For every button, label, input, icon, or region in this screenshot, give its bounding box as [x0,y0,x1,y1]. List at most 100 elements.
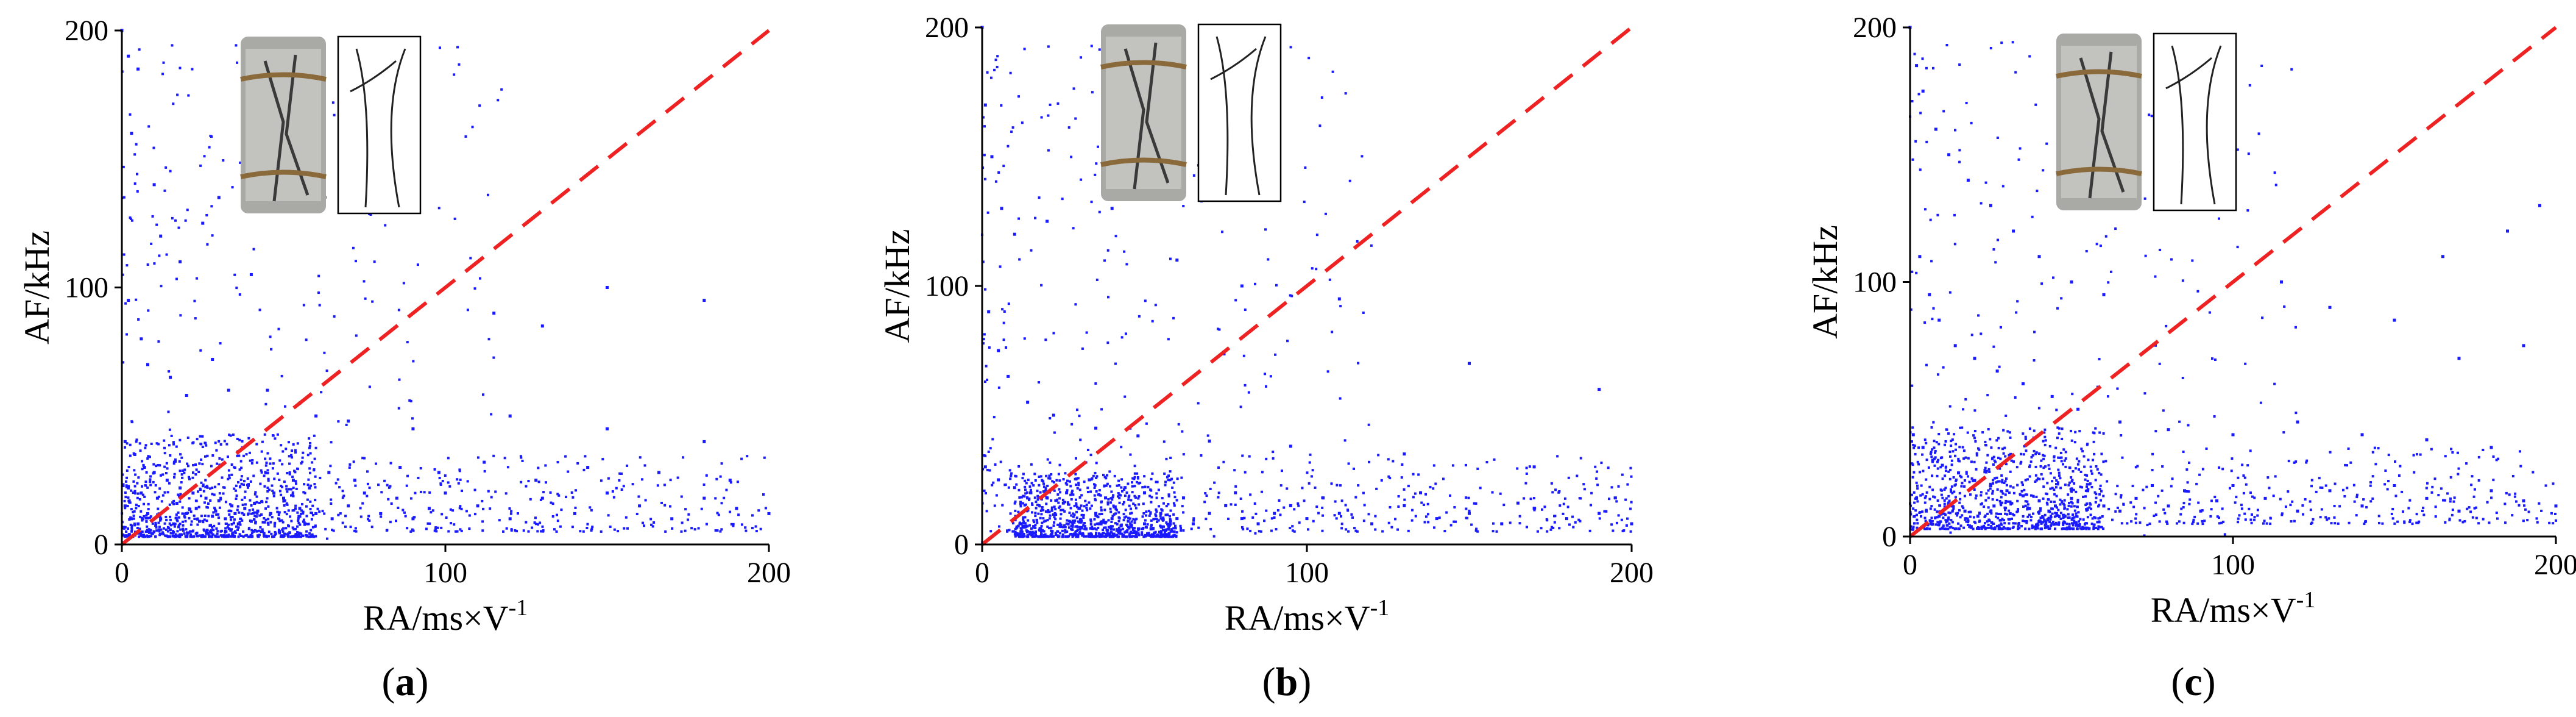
data-point [253,518,256,521]
data-point [380,491,383,494]
data-point [2000,474,2003,477]
data-point [1089,535,1092,538]
data-point [227,388,230,392]
data-point [434,526,437,529]
data-point [147,508,150,511]
data-point [622,485,625,488]
data-point [606,286,609,289]
data-point [2210,508,2213,511]
y-tick-label: 200 [65,15,108,47]
data-point [1311,267,1314,270]
data-point [1978,512,1981,515]
data-point [1914,497,1917,500]
data-point [589,506,592,509]
data-point [1131,529,1134,532]
data-point [367,515,370,518]
data-point [1286,340,1289,343]
data-point [2032,512,2035,515]
data-point [540,530,543,533]
data-point [419,466,422,469]
data-point [2069,488,2072,491]
data-point [600,530,603,533]
data-point [2094,479,2097,482]
data-point [1104,496,1108,500]
data-point [2051,521,2054,524]
data-point [1113,532,1116,535]
data-point [1273,512,1276,515]
data-point [1466,516,1469,519]
data-point [1934,516,1937,519]
data-point [210,532,213,535]
data-point [1044,535,1047,538]
data-point [1197,526,1200,529]
data-point [271,535,274,538]
data-point [2072,488,2075,491]
data-point [996,55,999,58]
data-point [2002,452,2005,455]
data-point [176,93,179,96]
data-point [142,463,145,466]
data-point [173,525,176,528]
data-point [1027,479,1030,482]
data-point [720,462,723,465]
data-point [218,506,221,509]
data-point [1610,523,1613,526]
data-point [1133,527,1136,530]
data-point [344,525,347,528]
data-point [716,512,719,515]
data-point [300,509,303,512]
data-point [132,491,135,494]
data-point [1939,527,1942,530]
data-point [1629,530,1632,533]
data-point [218,522,221,525]
data-point [2084,478,2087,481]
data-point [762,493,765,496]
data-point [246,477,249,480]
data-point [2072,527,2075,530]
data-point [1154,517,1157,520]
data-point [690,527,693,530]
data-point [1100,523,1103,526]
data-point [235,287,238,290]
data-point [1474,529,1477,532]
data-point [1070,514,1073,517]
data-point [1990,446,1993,449]
data-point [1064,526,1067,529]
data-point [2075,522,2078,525]
data-point [1013,533,1016,536]
data-point [2181,279,2184,282]
data-point [1997,446,2000,449]
data-point [1984,466,1987,469]
data-point [2097,527,2100,530]
data-point [305,515,308,518]
data-point [2456,451,2459,454]
data-point [1029,491,1032,494]
data-point [286,503,289,506]
data-point [1554,488,1557,491]
data-point [550,501,553,504]
data-point [617,530,620,533]
data-point [1055,533,1058,537]
data-point [498,519,501,522]
data-point [1014,527,1017,530]
data-point [1062,478,1065,481]
data-point [1532,465,1536,469]
data-point [1110,527,1113,530]
data-point [502,530,505,533]
data-point [168,482,171,485]
data-point [141,530,144,533]
data-point [296,534,299,537]
data-point [1985,492,1988,495]
data-point [411,528,414,531]
data-point [2237,476,2240,479]
data-point [278,518,281,521]
data-point [1129,512,1132,515]
data-point [214,509,218,513]
data-point [2001,501,2004,504]
data-point [191,68,194,71]
data-point [127,485,130,488]
data-point [2082,455,2086,458]
data-point [2047,464,2050,467]
data-point [2085,527,2088,530]
data-point [1940,493,1943,496]
